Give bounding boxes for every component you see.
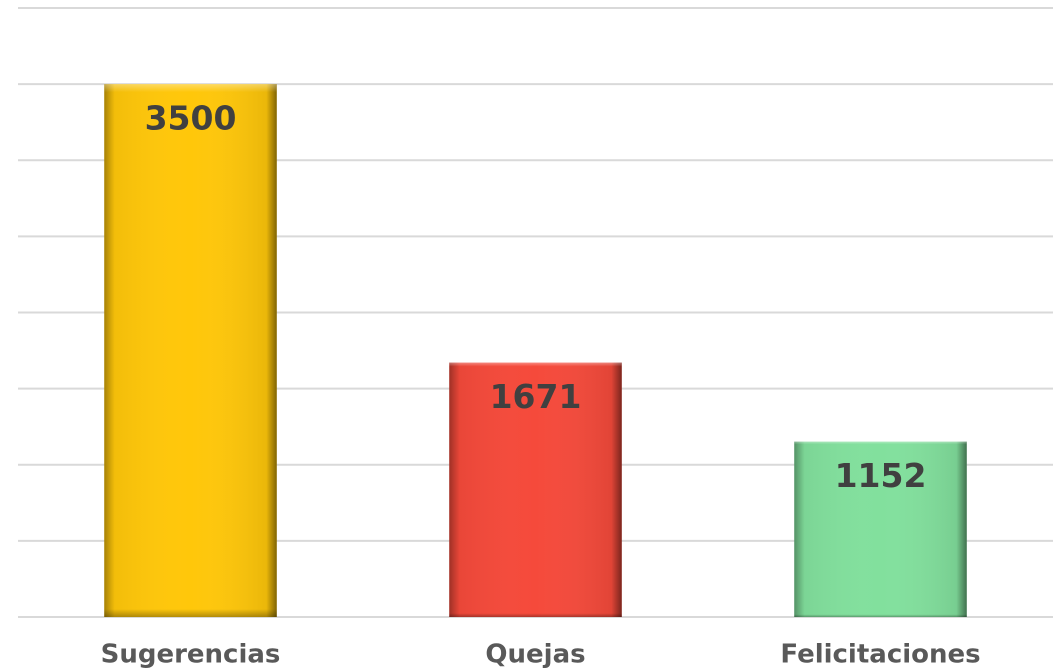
value-label: 1671 [490,377,582,416]
x-tick-label: Felicitaciones [780,640,980,670]
x-tick-label: Quejas [485,640,585,670]
bar-shade [104,84,277,617]
value-label: 3500 [145,99,237,138]
bar-shade [794,441,967,617]
bar-shade [449,362,622,617]
x-tick-label: Sugerencias [101,640,281,670]
value-label: 1152 [835,456,927,495]
